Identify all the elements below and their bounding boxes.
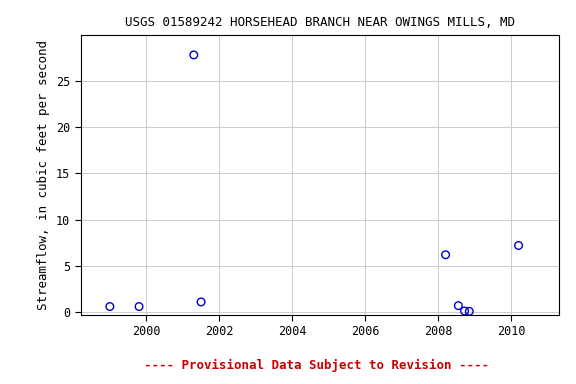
Point: [460, 308, 469, 314]
Point: [465, 308, 474, 314]
Point: [134, 303, 143, 310]
Title: USGS 01589242 HORSEHEAD BRANCH NEAR OWINGS MILLS, MD: USGS 01589242 HORSEHEAD BRANCH NEAR OWIN…: [124, 16, 515, 29]
Point: [189, 52, 198, 58]
Point: [441, 252, 450, 258]
Y-axis label: Streamflow, in cubic feet per second: Streamflow, in cubic feet per second: [37, 40, 51, 310]
Point: [514, 242, 523, 248]
Point: [105, 303, 115, 310]
Point: [454, 303, 463, 309]
Text: ---- Provisional Data Subject to Revision ----: ---- Provisional Data Subject to Revisio…: [145, 359, 489, 372]
Point: [196, 299, 206, 305]
